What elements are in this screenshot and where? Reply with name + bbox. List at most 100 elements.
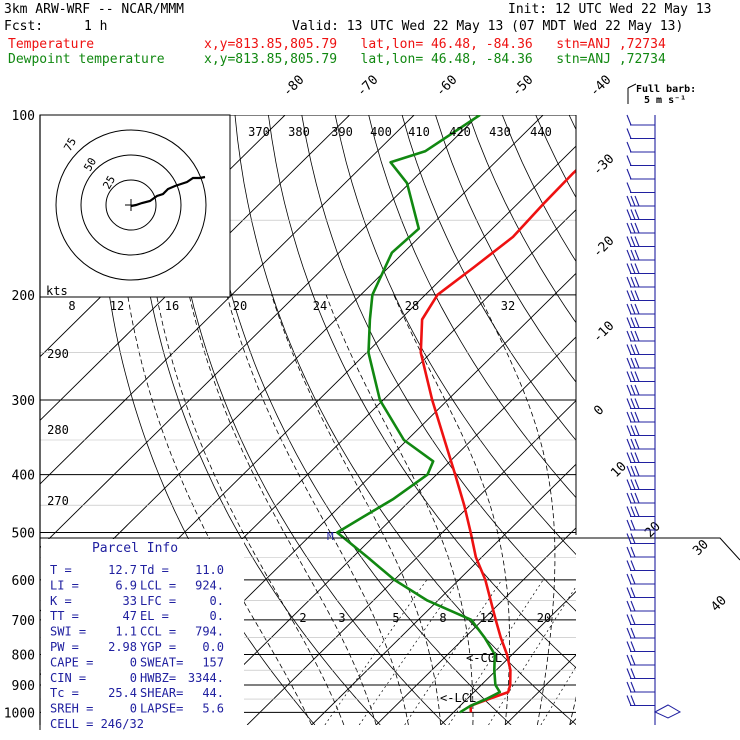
wind-barb-flag [630,438,636,450]
wind-barb [626,641,655,653]
wind-barb [626,519,655,531]
mixing-ratio-label: 24 [313,299,327,313]
mixing-ratio-low-label: 3 [338,611,345,625]
wind-barb [626,303,655,315]
wind-barb-flag [630,560,636,571]
parcel-param-label: K = [50,594,72,608]
valid-time: Valid: 13 UTC Wed 22 May 13 (07 MDT Wed … [292,19,684,34]
parcel-param-value: 1.1 [115,625,137,639]
wind-barb-flag [634,371,640,382]
wind-barb-flag [630,195,636,207]
wind-barb-flag [626,695,632,706]
parcel-param-label: YGP = [140,640,176,654]
parcel-param-value: 0.0 [202,640,224,654]
wind-barb-flag [634,452,640,463]
parcel-box-bg [41,539,244,729]
wind-barb-flag [630,533,636,544]
wind-barb-flag [634,398,640,409]
parcel-param-value: 47 [123,609,137,623]
isotherm [246,400,576,725]
wind-barb-flag [634,425,640,436]
dry-adiabat [435,115,576,383]
wind-barb-flag [630,681,636,693]
parcel-param-label: SHEAR= [140,686,183,700]
parcel-param-label: EL = [140,609,169,623]
hodograph-ring-label: 75 [61,136,79,154]
wind-barb [626,573,655,585]
wind-barb-flag [626,222,632,234]
wind-barb-flag [634,249,640,261]
parcel-param-value: 3344. [188,671,224,685]
pressure-tick-label: 300 [12,394,35,409]
pressure-tick-label: 200 [12,289,35,304]
wind-barb [626,681,655,693]
wind-barb [626,654,655,666]
wind-barb-flag [626,141,632,153]
hodograph-kts-label: kts [46,284,68,298]
dry-adiabat [703,115,740,725]
isotherm [182,336,576,725]
parcel-param-label: LI = [50,578,79,592]
theta-label: 380 [288,125,310,139]
wind-barb [626,411,655,423]
pressure-tick-label: 100 [12,109,35,124]
wind-barb-flag [634,276,640,288]
full-barb-icon-flag [627,83,637,89]
wind-barb [626,168,655,180]
parcel-param-label: Tc = [50,686,79,700]
wind-barb-flag [634,344,640,355]
wind-barb-flag [626,155,632,166]
wind-barb-flag [626,249,632,261]
wind-barb-pennant [653,704,682,719]
isotherm [40,115,544,612]
wind-barb [626,452,655,464]
wind-barb-flag [626,276,632,288]
parcel-param-value: 0. [210,609,224,623]
ccl-annotation: <-CCL [466,651,502,665]
wind-barb [626,317,655,329]
parcel-param-value: 0. [210,594,224,608]
wind-barb-flag [630,641,636,652]
wind-barb-flag [634,236,640,247]
isotherm [375,527,576,725]
hodograph-ring [105,179,157,231]
wind-barb-flag [630,357,636,369]
hodograph-ring-label: 50 [81,156,99,174]
wind-barb-flag [626,506,632,517]
wind-barb-flag [626,479,632,490]
parcel-param-label: LFC = [140,594,176,608]
dry-adiabat [669,115,740,725]
wind-barb-flag [626,128,632,139]
init-time: Init: 12 UTC Wed 22 May 13 [508,2,712,17]
wind-barb-flag [626,573,632,585]
parcel-param-label: PW = [50,640,79,654]
dry-adiabat [334,115,576,556]
forecast-label: Fcst: [4,19,44,34]
mixing-ratio-line [577,580,663,725]
wind-barb-flag [630,344,636,355]
wind-barb-flag [634,209,640,220]
wind-barb-flag [634,222,640,234]
wind-barb-flag [630,506,636,517]
wind-barb-flag [634,195,640,207]
wind-barb-flag [630,371,636,382]
parcel-param-label: CIN = [50,671,86,685]
dry-adiabat [401,115,576,441]
wind-barb-flag [630,587,636,598]
mixing-ratio-low-label: 5 [392,611,399,625]
wind-barb [626,560,655,572]
wind-barb-flag [626,384,632,396]
wind-barb [626,398,655,410]
parcel-param-label: SWI = [50,625,86,639]
wind-barb [626,695,655,707]
theta-label: 420 [449,125,471,139]
mixing-ratio-line [488,586,576,725]
wind-barb [626,128,655,140]
theta-label: 400 [370,125,392,139]
wind-barb [626,479,655,491]
forecast-hour: 1 h [84,19,108,34]
isotherm [40,115,415,485]
theta-label: 370 [248,125,270,139]
dry-adiabat [501,115,576,263]
